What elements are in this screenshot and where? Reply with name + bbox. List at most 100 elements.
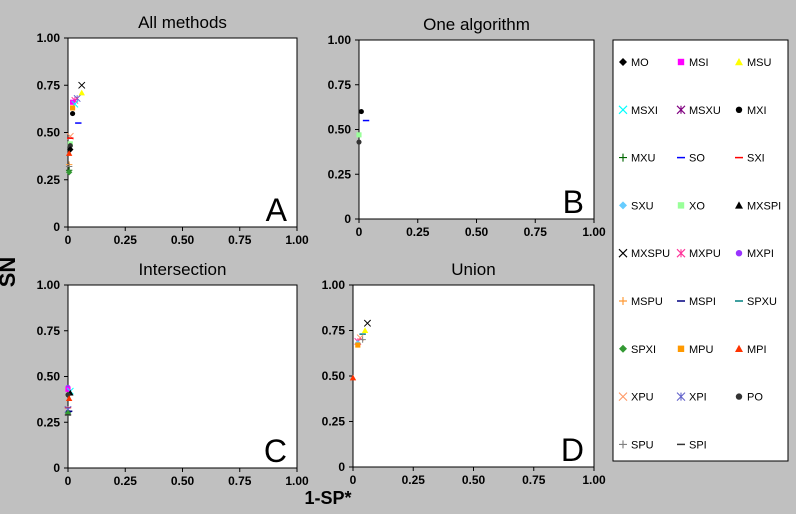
legend-item-mo: MO — [619, 57, 649, 69]
panel-title: Intersection — [139, 260, 227, 279]
x-tick-label: 0.75 — [524, 225, 548, 239]
legend-label: XO — [689, 200, 705, 212]
panel-letter: C — [264, 433, 287, 469]
plot-area — [67, 284, 298, 469]
legend-label: MPU — [689, 344, 714, 356]
panel-letter: A — [266, 192, 288, 228]
legend-label: MSXI — [631, 105, 658, 117]
panels: All methods A 0 0.25 0.50 0.75 1.00 0 0.25 0.50 0.… — [37, 13, 606, 488]
legend-marker — [677, 58, 685, 66]
data-point-spxi — [65, 168, 73, 176]
x-axis-label: 1-SP* — [304, 488, 351, 508]
y-tick-label: 0.50 — [322, 369, 346, 383]
legend-label: MXPI — [747, 248, 774, 260]
legend-label: SXI — [747, 153, 765, 165]
legend-marker — [619, 297, 627, 305]
legend-marker — [735, 58, 743, 66]
legend-marker — [676, 392, 686, 402]
y-tick-label: 1.00 — [328, 33, 352, 47]
legend-label: SPU — [631, 439, 654, 451]
data-point-mxspu — [363, 319, 372, 327]
x-tick-label: 0 — [65, 233, 72, 247]
legend-label: MXU — [631, 153, 656, 165]
legend-item-mxpi: MXPI — [735, 248, 774, 260]
y-tick-label: 1.00 — [37, 278, 61, 292]
legend-item-mpi: MPI — [735, 344, 767, 356]
legend-label: MO — [631, 57, 649, 69]
legend-marker — [619, 344, 627, 353]
data-point-po — [356, 139, 362, 145]
legend-marker — [735, 250, 743, 257]
legend-label: SPI — [689, 439, 707, 451]
data-point-po — [67, 143, 73, 149]
y-tick-label: 0 — [338, 460, 345, 474]
x-tick-label: 0 — [356, 225, 363, 239]
legend-marker — [677, 202, 685, 209]
panel-b: One algorithm B 0 0.25 0.50 0.75 1.00 0 0.25 0.50… — [328, 15, 606, 239]
data-point-mo — [67, 146, 74, 153]
legend-label: MSPU — [631, 296, 663, 308]
x-tick-label: 0.50 — [171, 474, 195, 488]
legend-item-sxi: SXI — [735, 153, 765, 165]
legend-label: MXI — [747, 105, 767, 117]
legend-marker — [735, 344, 743, 352]
y-tick-label: 0.50 — [37, 126, 61, 140]
legend-label: MPI — [747, 344, 767, 356]
legend-item-po: PO — [735, 392, 763, 404]
y-tick-label: 0.75 — [322, 324, 346, 338]
legend-item-mxpu: MXPU — [676, 248, 721, 260]
legend-label: XPU — [631, 392, 654, 404]
y-tick-label: 0.25 — [37, 415, 61, 429]
legend-label: MXSPI — [747, 200, 781, 212]
panel-c: Intersection C 0 0.25 0.50 0.75 1.00 0 0.25 0.50 0… — [37, 260, 309, 488]
y-tick-label: 0.25 — [37, 173, 61, 187]
legend-marker — [735, 106, 743, 114]
legend-label: SPXI — [631, 344, 656, 356]
x-tick-label: 0.25 — [114, 233, 138, 247]
legend-item-spi: SPI — [677, 439, 707, 451]
x-tick-label: 0.75 — [228, 474, 252, 488]
x-tick-label: 1.00 — [285, 474, 309, 488]
y-tick-label: 0 — [344, 212, 351, 226]
y-axis-label: SN — [0, 257, 20, 288]
legend-label: SPXU — [747, 296, 777, 308]
plot-area — [67, 37, 298, 228]
legend-label: MSI — [689, 57, 709, 69]
legend-label: MSXU — [689, 105, 721, 117]
legend-item-msu: MSU — [735, 57, 772, 69]
legend-item-mxu: MXU — [619, 153, 656, 165]
y-tick-label: 0.75 — [37, 78, 61, 92]
data-point-xo — [356, 132, 362, 138]
legend-label: PO — [747, 392, 763, 404]
legend-marker — [618, 248, 628, 258]
x-tick-label: 1.00 — [582, 225, 606, 239]
panel-letter: D — [561, 432, 584, 468]
legend-marker — [676, 248, 686, 258]
y-tick-label: 0.50 — [37, 370, 61, 384]
legend-item-mxspu: MXSPU — [618, 248, 670, 260]
y-tick-label: 0.25 — [328, 167, 352, 181]
legend-label: MXPU — [689, 248, 721, 260]
data-point-mpi — [65, 395, 73, 402]
x-tick-label: 0.75 — [522, 473, 546, 487]
panel-d: Union D 0 0.25 0.50 0.75 1.00 0 0.25 0.50 0.75 1.00 — [322, 260, 606, 487]
legend-item-so: SO — [677, 153, 705, 165]
legend-marker — [619, 58, 627, 66]
legend-item-mpu: MPU — [677, 344, 714, 356]
x-tick-label: 0.50 — [462, 473, 486, 487]
panel-title: One algorithm — [423, 15, 530, 34]
data-point-spu — [359, 336, 366, 343]
legend-item-mspi: MSPI — [677, 296, 716, 308]
legend-label: SXU — [631, 200, 654, 212]
legend-marker — [735, 393, 743, 400]
data-point-mpu — [70, 105, 76, 111]
x-tick-label: 0 — [65, 474, 72, 488]
data-point-mpi — [349, 374, 357, 381]
legend-item-xo: XO — [677, 200, 705, 212]
legend-item-spu: SPU — [619, 439, 654, 451]
panel-a: All methods A 0 0.25 0.50 0.75 1.00 0 0.25 0.50 0.… — [37, 13, 309, 247]
legend-item-mxspi: MXSPI — [735, 200, 781, 212]
x-tick-label: 0.50 — [465, 225, 489, 239]
x-tick-label: 0.75 — [228, 233, 252, 247]
legend-item-msxi: MSXI — [618, 105, 658, 117]
